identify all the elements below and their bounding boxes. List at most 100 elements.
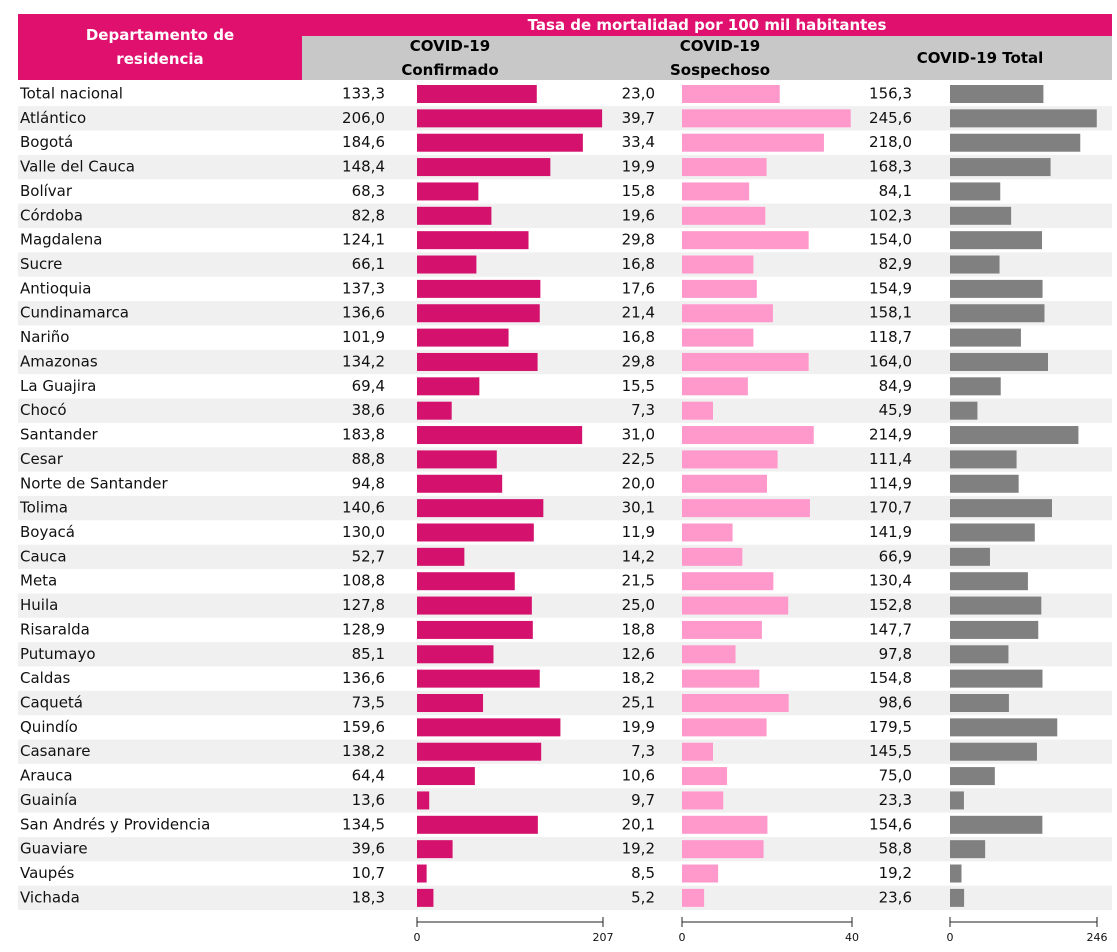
bar: [417, 499, 544, 518]
category-label: Bogotá: [20, 133, 73, 151]
category-label: Cauca: [20, 547, 67, 565]
category-label: Valle del Cauca: [20, 158, 135, 176]
bar: [417, 718, 561, 737]
bar: [950, 450, 1017, 469]
category-label: La Guajira: [20, 377, 96, 395]
value-label: 12,6: [622, 645, 655, 663]
category-label: Vaupés: [20, 864, 75, 882]
row-band: [18, 544, 1112, 570]
bar: [950, 815, 1043, 834]
tick-label: 246: [1087, 931, 1108, 944]
value-label: 133,3: [342, 85, 385, 103]
row-band: [18, 593, 1112, 618]
bar: [417, 645, 494, 664]
bar: [417, 669, 540, 688]
bar: [682, 620, 762, 639]
tick-label: 40: [845, 931, 859, 944]
value-label: 19,6: [622, 206, 655, 224]
bar: [950, 888, 965, 907]
value-label: 84,1: [879, 182, 912, 200]
value-label: 21,5: [622, 572, 655, 590]
value-label: 245,6: [869, 109, 912, 127]
bar: [417, 133, 583, 152]
bar: [682, 133, 824, 152]
value-label: 127,8: [342, 596, 385, 614]
bar: [950, 133, 1081, 152]
value-label: 184,6: [342, 133, 385, 151]
row-band: [18, 447, 1112, 472]
value-label: 102,3: [869, 206, 912, 224]
bar: [417, 742, 542, 761]
bar: [950, 474, 1019, 493]
value-label: 5,2: [631, 888, 655, 906]
value-label: 33,4: [622, 133, 655, 151]
value-label: 19,9: [622, 158, 655, 176]
bar: [417, 231, 529, 250]
value-label: 30,1: [622, 499, 655, 517]
bar: [682, 767, 728, 786]
row-band: [18, 690, 1112, 716]
category-label: Cundinamarca: [20, 304, 129, 322]
category-label: Putumayo: [20, 645, 96, 663]
bar: [417, 840, 453, 859]
bar: [950, 231, 1043, 250]
bar: [682, 231, 809, 250]
row-band: [18, 788, 1112, 813]
bar: [417, 158, 551, 177]
value-label: 31,0: [622, 426, 655, 444]
bar: [950, 377, 1001, 396]
row-band: [18, 642, 1112, 667]
category-label: Atlántico: [20, 109, 86, 127]
bar: [682, 864, 719, 883]
value-label: 16,8: [622, 328, 655, 346]
value-label: 154,6: [869, 815, 912, 833]
bar: [417, 572, 515, 591]
row-band: [18, 836, 1112, 862]
value-label: 214,9: [869, 426, 912, 444]
value-label: 124,1: [342, 231, 385, 249]
value-label: 138,2: [342, 742, 385, 760]
category-label: Nariño: [20, 328, 69, 346]
value-label: 152,8: [869, 596, 912, 614]
value-label: 7,3: [631, 401, 655, 419]
bar: [950, 596, 1042, 615]
value-label: 15,5: [622, 377, 655, 395]
value-label: 148,4: [342, 158, 385, 176]
category-label: San Andrés y Providencia: [20, 815, 210, 833]
bar: [417, 426, 583, 445]
value-label: 11,9: [622, 523, 655, 541]
bar: [417, 182, 479, 201]
row-band: [18, 885, 1112, 911]
bar: [950, 572, 1028, 591]
value-label: 8,5: [631, 864, 655, 882]
value-label: 145,5: [869, 742, 912, 760]
bar: [417, 791, 430, 810]
category-label: Amazonas: [20, 352, 98, 370]
category-label: Córdoba: [20, 206, 83, 224]
bar: [682, 572, 774, 591]
value-label: 66,1: [352, 255, 385, 273]
value-label: 85,1: [352, 645, 385, 663]
value-label: 20,1: [622, 815, 655, 833]
value-label: 19,9: [622, 718, 655, 736]
bar: [950, 864, 962, 883]
value-label: 128,9: [342, 620, 385, 638]
bar: [682, 255, 754, 274]
value-label: 158,1: [869, 304, 912, 322]
value-label: 64,4: [352, 767, 385, 785]
category-label: Meta: [20, 572, 57, 590]
value-label: 73,5: [352, 694, 385, 712]
bar: [417, 377, 480, 396]
category-label: Huila: [20, 596, 58, 614]
bar: [950, 620, 1039, 639]
value-label: 141,9: [869, 523, 912, 541]
bar: [682, 499, 810, 518]
bar: [682, 596, 789, 615]
value-label: 134,2: [342, 352, 385, 370]
bar: [682, 426, 814, 445]
value-label: 137,3: [342, 279, 385, 297]
bar: [417, 109, 603, 128]
value-label: 156,3: [869, 85, 912, 103]
value-label: 25,1: [622, 694, 655, 712]
